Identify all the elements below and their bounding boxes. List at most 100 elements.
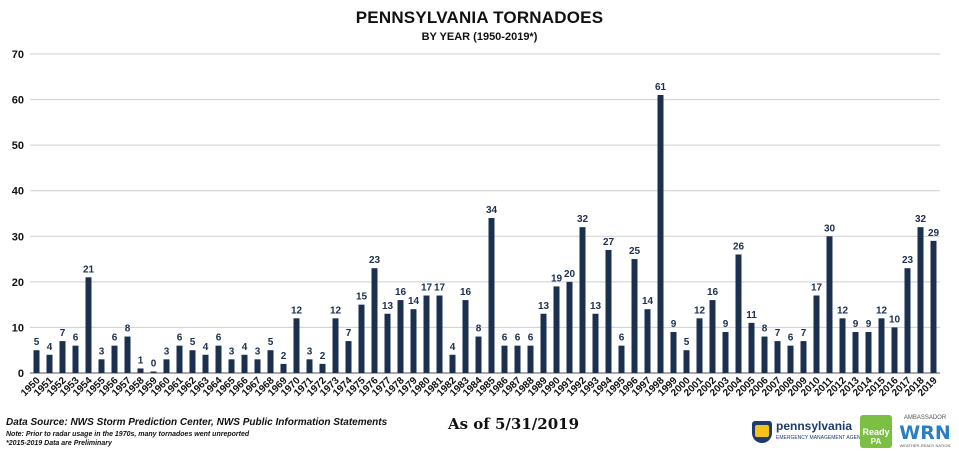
data-label: 32 [577,214,589,225]
bar-1988 [527,345,534,373]
bar-1964 [215,345,222,373]
bar-2002 [709,300,716,373]
bar-1978 [397,300,404,373]
data-source: Data Source: NWS Storm Prediction Center… [6,417,388,428]
data-label: 17 [434,283,446,294]
data-label: 12 [330,305,342,316]
data-label: 14 [408,296,420,307]
wrn-ambassador-logo: AMBASSADOR WRN WEATHER-READY NATION [895,415,955,449]
bar-2008 [787,345,794,373]
y-tick-label: 30 [12,231,24,243]
pema-logo: pennsylvania EMERGENCY MANAGEMENT AGENCY [752,419,868,447]
data-label: 1 [138,355,144,366]
bar-1968 [267,350,274,373]
bar-2010 [813,295,820,373]
data-label: 23 [902,255,914,266]
bar-2017 [904,268,911,373]
data-label: 27 [603,237,615,248]
bar-1981 [436,295,443,373]
bar-2015 [878,318,885,373]
bar-1987 [514,345,521,373]
y-tick-label: 70 [12,49,24,61]
bar-1950 [33,350,40,373]
bar-2003 [722,331,729,373]
bar-1996 [631,259,638,373]
data-label: 9 [866,319,872,330]
data-label: 6 [73,333,79,344]
bar-2014 [865,331,872,373]
bar-1993 [592,313,599,373]
wrn-logo-sub: WEATHER-READY NATION [899,443,951,448]
ready-pa-logo: Ready PA [860,415,892,448]
data-label: 4 [450,342,456,353]
bar-1966 [241,354,248,373]
bar-1969 [280,363,287,373]
data-label: 9 [853,319,859,330]
chart-title: PENNSYLVANIA TORNADOES [355,8,604,27]
bar-1994 [605,249,612,373]
data-label: 7 [775,328,781,339]
radar-note: Note: Prior to radar usage in the 1970s,… [6,431,250,438]
data-label: 2 [281,351,287,362]
wrn-ambassador-text: AMBASSADOR [903,415,947,421]
bar-1999 [670,331,677,373]
data-label: 7 [346,328,352,339]
bar-2018 [917,227,924,373]
y-tick-label: 60 [12,95,24,107]
bar-1982 [449,354,456,373]
bar-1960 [163,359,170,373]
data-label: 10 [889,314,901,325]
data-label: 21 [83,264,95,275]
y-tick-label: 20 [12,277,24,289]
data-label: 5 [190,337,196,348]
bar-1977 [384,313,391,373]
bar-2000 [683,350,690,373]
bar-1990 [553,286,560,373]
bar-1963 [202,354,209,373]
data-label: 20 [564,269,576,280]
data-label: 9 [671,319,677,330]
data-label: 2 [320,351,326,362]
bar-1952 [59,341,66,373]
data-label: 3 [229,346,235,357]
bar-2006 [761,336,768,373]
bar-1955 [98,359,105,373]
pema-logo-sub: EMERGENCY MANAGEMENT AGENCY [776,435,868,441]
data-label: 0 [151,359,157,370]
data-label: 15 [356,292,368,303]
bar-2016 [891,327,898,373]
bar-1967 [254,359,261,373]
data-label: 12 [837,305,849,316]
bar-1973 [332,318,339,373]
bar-1961 [176,345,183,373]
bar-1958 [137,368,144,373]
data-label: 12 [694,305,706,316]
bar-1962 [189,350,196,373]
data-label: 32 [915,214,927,225]
data-label: 14 [642,296,654,307]
data-label: 17 [811,283,823,294]
bar-2012 [839,318,846,373]
data-label: 3 [99,346,105,357]
bars [33,95,937,373]
bar-1954 [85,277,92,373]
data-label: 4 [203,342,209,353]
bar-1965 [228,359,235,373]
data-label: 4 [47,342,53,353]
data-label: 9 [723,319,729,330]
data-label: 3 [164,346,170,357]
y-tick-label: 0 [18,368,24,380]
data-label: 5 [684,337,690,348]
bar-1974 [345,341,352,373]
bar-2013 [852,331,859,373]
data-label: 4 [242,342,248,353]
data-label: 8 [762,324,768,335]
data-label: 11 [746,310,757,321]
y-tick-label: 10 [12,322,24,334]
chart-subtitle: BY YEAR (1950-2019*) [421,31,538,43]
data-label: 25 [629,246,641,257]
bar-1975 [358,304,365,373]
bar-2001 [696,318,703,373]
